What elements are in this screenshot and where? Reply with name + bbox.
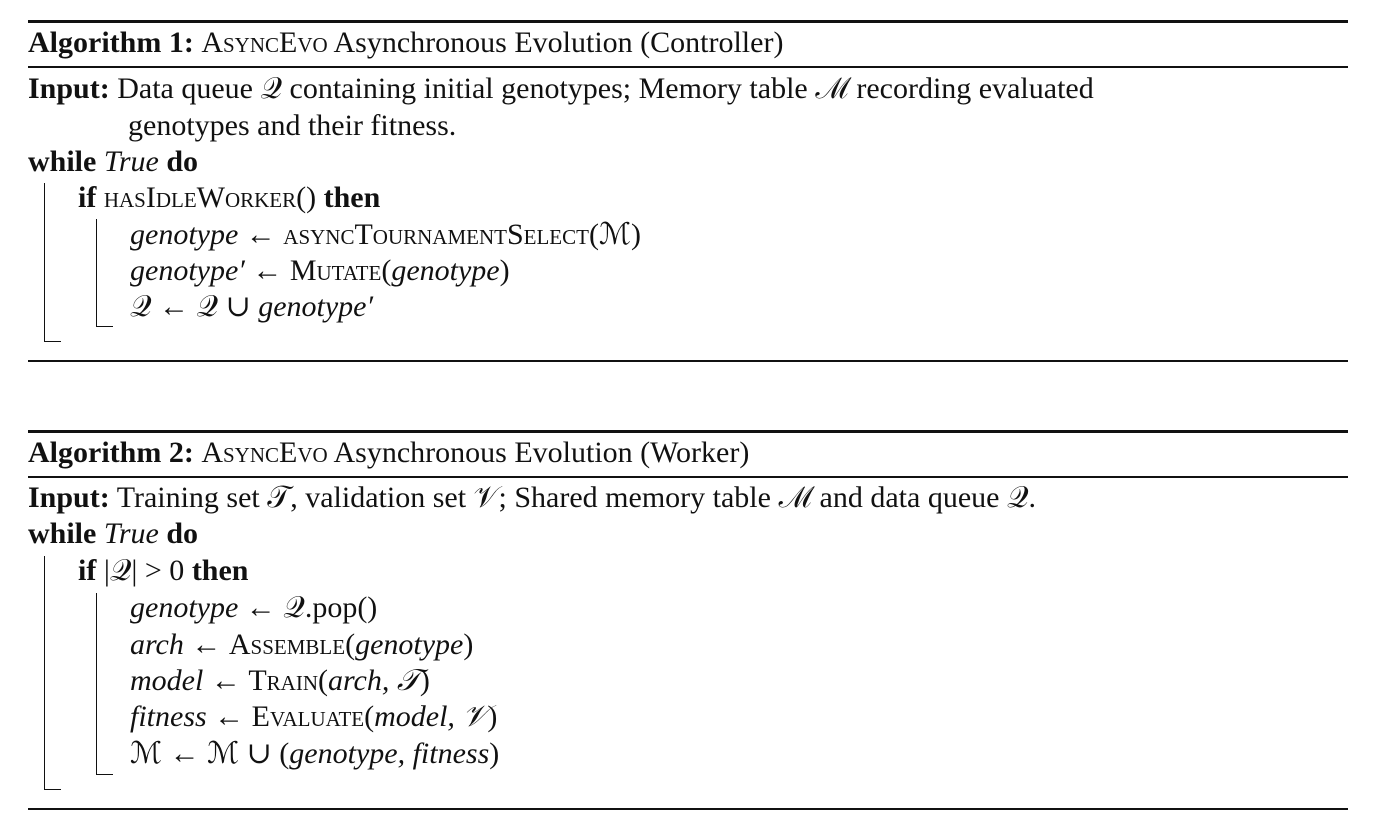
paren-close: ) xyxy=(489,737,500,770)
paren-open: ( xyxy=(345,628,356,661)
while-condition: True xyxy=(103,145,159,178)
while-line: while True do xyxy=(28,144,198,180)
input-label: Input: xyxy=(28,72,110,105)
input-label: Input: xyxy=(28,481,110,514)
top-rule xyxy=(28,430,1348,433)
do-keyword: do xyxy=(166,517,199,550)
statement-select: genotype ← asyncTournamentSelect(ℳ) xyxy=(130,217,641,253)
statement-rhs: ← 𝒬.pop() xyxy=(238,591,378,624)
assign-arrow: ← xyxy=(203,664,249,697)
statement-lhs: genotype′ xyxy=(130,254,245,287)
function-name: Mutate xyxy=(289,254,382,287)
then-keyword: then xyxy=(191,554,249,587)
assign-arrow: ← xyxy=(183,628,229,661)
statement-memory-union: ℳ ← ℳ ∪ (genotype, fitness) xyxy=(130,736,499,772)
while-block-end xyxy=(44,341,61,342)
function-name: Evaluate xyxy=(251,700,365,733)
statement-lhs: genotype xyxy=(130,591,239,624)
paren-close: ) xyxy=(463,628,474,661)
if-block-end xyxy=(96,326,113,327)
if-line: if |𝒬| > 0 then xyxy=(78,553,249,589)
if-condition: |𝒬| > 0 xyxy=(103,554,185,587)
while-keyword: while xyxy=(28,517,97,550)
if-condition: hasIdleWorker() xyxy=(103,181,317,214)
assign-arrow: ← xyxy=(238,218,284,251)
statement-lhs: arch xyxy=(130,628,184,661)
while-keyword: while xyxy=(28,145,97,178)
if-block-bracket xyxy=(96,219,97,326)
if-keyword: if xyxy=(78,554,97,587)
input-line: Input: Data queue 𝒬 containing initial g… xyxy=(28,71,1094,107)
algorithm-title: Asynchronous Evolution (Worker) xyxy=(327,436,750,469)
bottom-rule xyxy=(28,808,1348,810)
paren-close: ) xyxy=(499,254,510,287)
statement-assemble: arch ← Assemble(genotype) xyxy=(130,627,473,663)
statement-pop: genotype ← 𝒬.pop() xyxy=(130,590,377,626)
assign-arrow: ← xyxy=(244,254,290,287)
algorithm-name: AsyncEvo xyxy=(201,436,328,469)
statement-expression: ℳ ← ℳ ∪ ( xyxy=(130,737,290,770)
input-text: Data queue 𝒬 containing initial genotype… xyxy=(117,72,1094,105)
while-block-end xyxy=(44,789,61,790)
if-block-end xyxy=(96,774,113,775)
statement-expression: 𝒬 ← 𝒬 ∪ xyxy=(130,290,259,323)
function-args: (ℳ) xyxy=(588,218,642,251)
if-line: if hasIdleWorker() then xyxy=(78,180,380,216)
algorithm-label: Algorithm 1: xyxy=(28,26,194,59)
statement-lhs: model xyxy=(130,664,204,697)
function-name: asyncTournamentSelect xyxy=(283,218,589,251)
paren-open: ( xyxy=(317,664,328,697)
function-arg: model, 𝒱 xyxy=(374,700,488,733)
input-continuation: genotypes and their fitness. xyxy=(128,109,457,142)
input-text: Training set 𝒯, validation set 𝒱; Shared… xyxy=(116,481,1036,514)
algorithm-name: AsyncEvo xyxy=(201,26,328,59)
paren-close: ) xyxy=(487,700,498,733)
function-arg: genotype xyxy=(355,628,464,661)
do-keyword: do xyxy=(166,145,199,178)
statement-arg: genotype′ xyxy=(258,290,374,323)
algorithm-1-block: Algorithm 1: AsyncEvo Asynchronous Evolu… xyxy=(28,18,1348,364)
while-block-bracket xyxy=(44,183,45,341)
algorithm-label: Algorithm 2: xyxy=(28,436,194,469)
statement-union: 𝒬 ← 𝒬 ∪ genotype′ xyxy=(130,289,373,325)
then-keyword: then xyxy=(323,181,381,214)
paren-open: ( xyxy=(381,254,392,287)
while-condition: True xyxy=(103,517,159,550)
statement-lhs: fitness xyxy=(130,700,207,733)
function-arg: arch, 𝒯 xyxy=(327,664,420,697)
statement-arg: genotype, fitness xyxy=(289,737,490,770)
statement-train: model ← Train(arch, 𝒯) xyxy=(130,663,430,699)
statement-mutate: genotype′ ← Mutate(genotype) xyxy=(130,253,510,289)
caption-rule xyxy=(28,476,1348,478)
while-line: while True do xyxy=(28,516,198,552)
function-name: Train xyxy=(248,664,318,697)
assign-arrow: ← xyxy=(206,700,252,733)
algorithm-title: Asynchronous Evolution (Controller) xyxy=(327,26,784,59)
algorithm-1-caption: Algorithm 1: AsyncEvo Asynchronous Evolu… xyxy=(28,25,783,61)
if-block-bracket xyxy=(96,593,97,774)
while-block-bracket xyxy=(44,556,45,789)
statement-lhs: genotype xyxy=(130,218,239,251)
paren-close: ) xyxy=(419,664,430,697)
if-keyword: if xyxy=(78,181,97,214)
function-arg: genotype xyxy=(391,254,500,287)
statement-evaluate: fitness ← Evaluate(model, 𝒱) xyxy=(130,699,497,735)
top-rule xyxy=(28,20,1348,23)
bottom-rule xyxy=(28,360,1348,362)
paren-open: ( xyxy=(364,700,375,733)
algorithm-2-caption: Algorithm 2: AsyncEvo Asynchronous Evolu… xyxy=(28,435,749,471)
algorithm-2-block: Algorithm 2: AsyncEvo Asynchronous Evolu… xyxy=(28,430,1348,812)
function-name: Assemble xyxy=(228,628,346,661)
caption-rule xyxy=(28,66,1348,68)
input-line: Input: Training set 𝒯, validation set 𝒱;… xyxy=(28,480,1036,516)
